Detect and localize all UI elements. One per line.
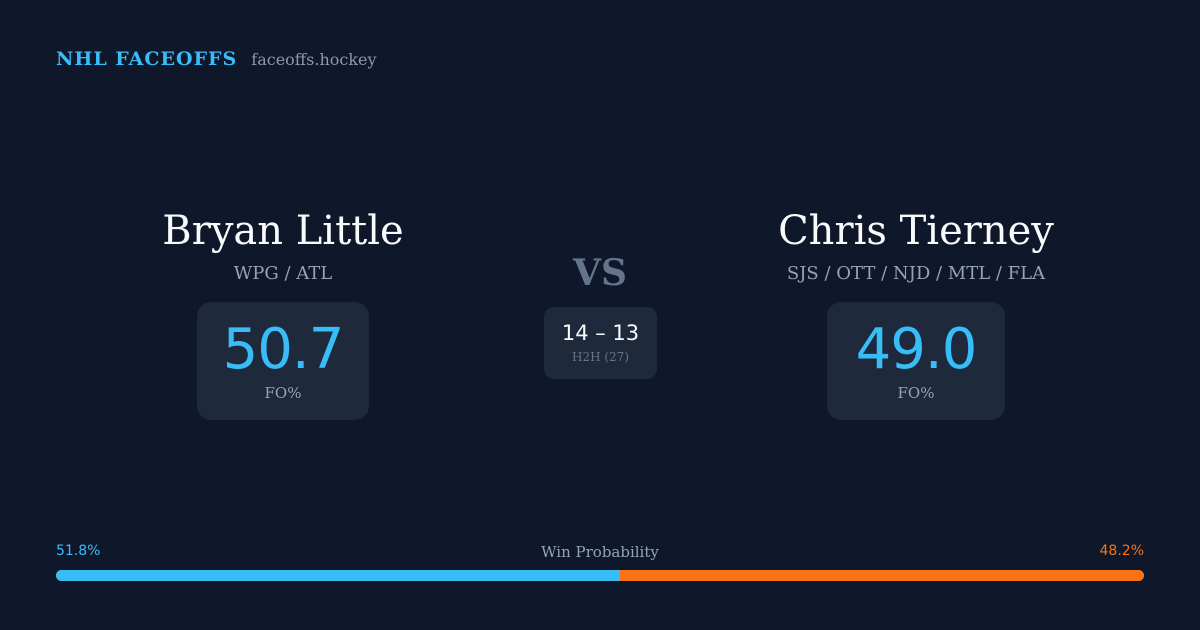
win-probability-bar xyxy=(56,570,1144,581)
brand-header: NHL FACEOFFS faceoffs.hockey xyxy=(56,48,377,70)
player-right-fo-value: 49.0 xyxy=(855,317,978,382)
player-left-fo-card: 50.7 FO% xyxy=(197,302,369,420)
player-left-fo-value: 50.7 xyxy=(222,317,345,382)
player-left-teams: WPG / ATL xyxy=(233,263,333,284)
player-right-teams: SJS / OTT / NJD / MTL / FLA xyxy=(786,263,1046,284)
brand-title: NHL FACEOFFS xyxy=(56,48,238,70)
win-probability-left-label: 51.8% xyxy=(56,543,101,559)
h2h-score: 14 – 13 xyxy=(561,321,640,345)
player-left-name: Bryan Little xyxy=(162,208,404,254)
brand-site: faceoffs.hockey xyxy=(251,50,377,69)
player-right: Chris Tierney SJS / OTT / NJD / MTL / FL… xyxy=(676,205,1156,284)
player-right-fo-label: FO% xyxy=(897,384,935,402)
h2h-label: H2H (27) xyxy=(571,350,629,364)
win-probability-bar-left xyxy=(56,570,620,581)
win-probability-title: Win Probability xyxy=(541,543,659,561)
win-probability-right-label: 48.2% xyxy=(1099,543,1144,559)
player-left: Bryan Little WPG / ATL xyxy=(43,205,523,284)
win-probability-bar-right xyxy=(619,570,1144,581)
h2h-card: 14 – 13 H2H (27) xyxy=(544,307,657,379)
player-right-name: Chris Tierney xyxy=(778,208,1054,254)
player-right-fo-card: 49.0 FO% xyxy=(827,302,1005,420)
player-left-fo-label: FO% xyxy=(264,384,302,402)
win-probability-labels: 51.8% Win Probability 48.2% xyxy=(56,543,1144,563)
versus-label: VS xyxy=(573,252,627,294)
